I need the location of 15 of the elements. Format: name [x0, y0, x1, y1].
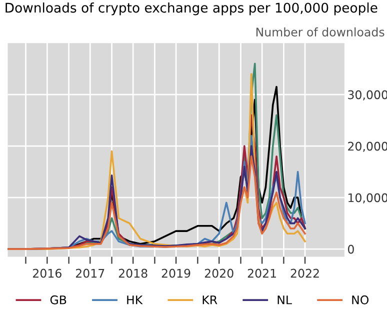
x-tick-label: 2020	[204, 268, 234, 278]
y-tick-label: 0	[348, 244, 354, 254]
x-tick-label: 2016	[33, 268, 62, 278]
legend-label: HK	[127, 296, 143, 304]
x-tick-label: 2018	[118, 268, 148, 278]
chart-title: Downloads of crypto exchange apps per 100,000 people	[6, 2, 378, 16]
legend-label: NL	[278, 296, 292, 304]
legend-label: NO	[352, 295, 369, 304]
x-tick-label: 2021	[248, 268, 276, 278]
y-axis-title: Number of downloads	[256, 27, 384, 37]
x-tick-label: 2022	[290, 268, 319, 278]
legend-label: GB	[50, 295, 66, 304]
x-tick-label: 2017	[76, 268, 104, 278]
x-tick-label: 2019	[162, 268, 190, 278]
legend-label: KR	[202, 296, 218, 304]
